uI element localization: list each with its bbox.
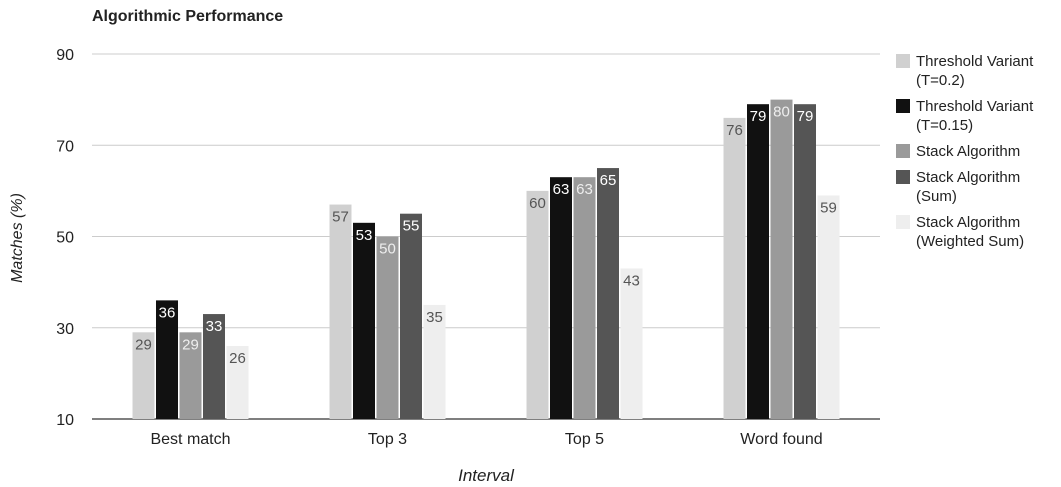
- legend-swatch: [896, 170, 910, 184]
- data-label: 55: [403, 218, 420, 235]
- legend-item: Stack Algorithm (Sum): [896, 168, 1056, 206]
- y-tick-label: 10: [56, 412, 74, 429]
- data-label: 29: [182, 336, 199, 353]
- bar: [620, 268, 643, 419]
- legend-label: Stack Algorithm (Weighted Sum): [916, 214, 1025, 250]
- bar: [550, 177, 572, 419]
- x-tick-labels: Best match Top 3 Top 5 Word found: [150, 431, 822, 448]
- x-tick-label: Top 3: [368, 431, 407, 448]
- bar: [526, 190, 549, 419]
- bar: [203, 314, 225, 419]
- bar: [132, 332, 155, 419]
- data-label: 29: [135, 336, 152, 353]
- legend-swatch: [896, 54, 910, 68]
- bars: [132, 99, 840, 419]
- x-tick-label: Best match: [150, 431, 230, 448]
- y-axis-label: Matches (%): [9, 193, 26, 283]
- bar: [723, 117, 746, 419]
- bar: [423, 304, 446, 419]
- bar: [817, 195, 840, 419]
- bar: [573, 177, 596, 419]
- data-label: 79: [750, 108, 767, 125]
- data-label: 26: [229, 350, 246, 367]
- data-label: 60: [529, 195, 546, 212]
- data-label: 59: [820, 199, 837, 216]
- data-label: 36: [159, 304, 176, 321]
- legend-label: Stack Algorithm (Sum): [916, 169, 1021, 205]
- y-tick-label: 50: [56, 230, 74, 247]
- bar: [329, 204, 352, 419]
- legend: Threshold Variant (T=0.2) Threshold Varia…: [896, 52, 1056, 258]
- x-axis-label: Interval: [458, 466, 515, 485]
- bar: [156, 300, 178, 419]
- chart-title: Algorithmic Performance: [92, 8, 284, 25]
- legend-swatch: [896, 144, 910, 158]
- y-tick-label: 90: [56, 47, 74, 64]
- legend-swatch: [896, 215, 910, 229]
- y-tick-label: 70: [56, 138, 74, 155]
- legend-swatch: [896, 99, 910, 113]
- legend-item: Stack Algorithm: [896, 142, 1056, 161]
- data-label: 65: [600, 172, 617, 189]
- legend-label: Threshold Variant (T=0.2): [916, 53, 1034, 89]
- legend-item: Threshold Variant (T=0.15): [896, 97, 1056, 135]
- legend-label: Stack Algorithm: [916, 143, 1021, 160]
- y-tick-labels: 10 30 50 70 90: [56, 47, 74, 429]
- data-label: 63: [576, 181, 593, 198]
- bar: [770, 99, 793, 419]
- bar: [794, 104, 816, 419]
- data-label: 79: [797, 108, 814, 125]
- data-label: 63: [553, 181, 570, 198]
- bar: [353, 222, 375, 419]
- data-label: 35: [426, 309, 443, 326]
- legend-item: Stack Algorithm (Weighted Sum): [896, 213, 1056, 251]
- bar: [597, 168, 619, 419]
- data-labels: 29 36 29 33 26 57 53 50 55 35 60 63 63 65 43 76 79 80 79 59: [135, 104, 837, 367]
- data-label: 43: [623, 272, 640, 289]
- bar: [747, 104, 769, 419]
- bar: [376, 236, 399, 419]
- x-tick-label: Word found: [740, 431, 822, 448]
- data-label: 76: [726, 122, 743, 139]
- legend-label: Threshold Variant (T=0.15): [916, 98, 1034, 134]
- y-tick-label: 30: [56, 321, 74, 338]
- x-tick-label: Top 5: [565, 431, 604, 448]
- legend-item: Threshold Variant (T=0.2): [896, 52, 1056, 90]
- bar: [226, 346, 249, 419]
- data-label: 53: [356, 227, 373, 244]
- data-label: 80: [773, 104, 790, 121]
- bar: [179, 332, 202, 419]
- data-label: 57: [332, 209, 349, 226]
- bar: [400, 213, 422, 419]
- data-label: 33: [206, 318, 223, 335]
- data-label: 50: [379, 241, 396, 258]
